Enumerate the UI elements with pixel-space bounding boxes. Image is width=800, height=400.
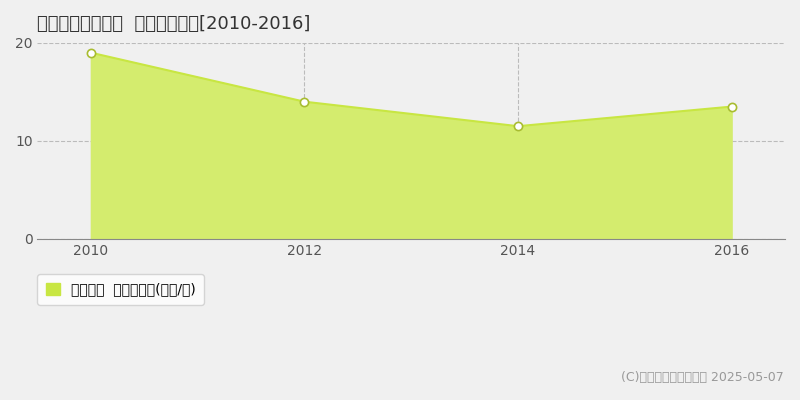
Point	[298, 98, 311, 105]
Legend: 土地価格  平均坪単価(万円/坪): 土地価格 平均坪単価(万円/坪)	[38, 274, 204, 305]
Point	[726, 103, 738, 110]
Point	[85, 50, 98, 56]
Point	[512, 123, 525, 129]
Text: (C)土地価格ドットコム 2025-05-07: (C)土地価格ドットコム 2025-05-07	[622, 371, 784, 384]
Text: 生駒郡平群町福貴  土地価格推移[2010-2016]: 生駒郡平群町福貴 土地価格推移[2010-2016]	[38, 15, 311, 33]
